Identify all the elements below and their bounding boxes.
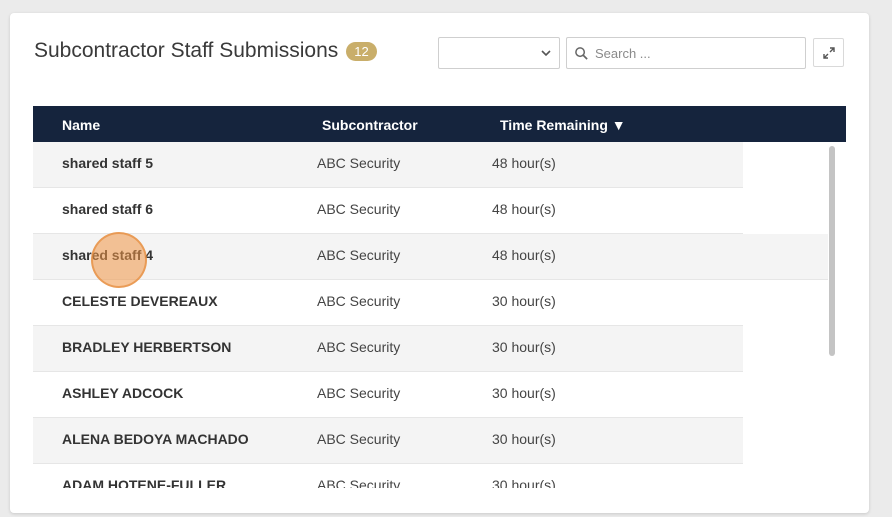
chevron-down-icon (541, 50, 551, 57)
cell-subcontractor: ABC Security (317, 431, 401, 447)
search-box (566, 37, 806, 69)
cell-subcontractor: ABC Security (317, 385, 401, 401)
cell-name: ADAM HOTENE-FULLER (62, 477, 227, 488)
table-row[interactable]: ADAM HOTENE-FULLER ABC Security 30 hour(… (33, 464, 743, 488)
cell-subcontractor: ABC Security (317, 201, 401, 217)
cell-time-remaining: 30 hour(s) (492, 477, 556, 488)
expand-icon (823, 47, 835, 59)
filter-dropdown[interactable] (438, 37, 560, 69)
table-row[interactable]: shared staff 4 ABC Security 48 hour(s) (33, 234, 828, 280)
cell-subcontractor: ABC Security (317, 339, 401, 355)
column-header-name[interactable]: Name (62, 117, 101, 133)
table-row[interactable]: ALENA BEDOYA MACHADO ABC Security 30 hou… (33, 418, 743, 464)
scroll-thumb[interactable] (829, 146, 835, 356)
table-row[interactable]: shared staff 6 ABC Security 48 hour(s) (33, 188, 743, 234)
cell-name: BRADLEY HERBERTSON (62, 339, 232, 355)
column-header-time-remaining[interactable]: Time Remaining ▼ (500, 117, 626, 133)
cell-name: ALENA BEDOYA MACHADO (62, 431, 249, 447)
table-row[interactable]: ASHLEY ADCOCK ABC Security 30 hour(s) (33, 372, 743, 418)
cell-name: shared staff 6 (62, 201, 154, 217)
submissions-card: Subcontractor Staff Submissions 12 Name … (10, 13, 869, 513)
expand-button[interactable] (813, 38, 844, 67)
cell-time-remaining: 30 hour(s) (492, 293, 556, 309)
cell-subcontractor: ABC Security (317, 155, 401, 171)
cell-time-remaining: 30 hour(s) (492, 339, 556, 355)
cell-subcontractor: ABC Security (317, 247, 401, 263)
cell-time-remaining: 48 hour(s) (492, 155, 556, 171)
click-indicator (91, 232, 147, 288)
search-icon (575, 47, 588, 60)
cell-time-remaining: 30 hour(s) (492, 431, 556, 447)
cell-name: CELESTE DEVEREAUX (62, 293, 218, 309)
table-row[interactable]: BRADLEY HERBERTSON ABC Security 30 hour(… (33, 326, 743, 372)
cell-subcontractor: ABC Security (317, 477, 401, 488)
table-row[interactable]: CELESTE DEVEREAUX ABC Security 30 hour(s… (33, 280, 743, 326)
table-row[interactable]: shared staff 5 ABC Security 48 hour(s) (33, 142, 743, 188)
page-title: Subcontractor Staff Submissions (34, 39, 339, 62)
search-input[interactable] (595, 42, 795, 64)
column-header-subcontractor[interactable]: Subcontractor (322, 117, 418, 133)
cell-time-remaining: 48 hour(s) (492, 247, 556, 263)
card-title: Subcontractor Staff Submissions 12 (34, 39, 377, 63)
cell-subcontractor: ABC Security (317, 293, 401, 309)
cell-time-remaining: 30 hour(s) (492, 385, 556, 401)
cell-time-remaining: 48 hour(s) (492, 201, 556, 217)
vertical-scrollbar[interactable] (826, 142, 836, 488)
table-body: shared staff 5 ABC Security 48 hour(s) s… (33, 142, 846, 488)
cell-name: ASHLEY ADCOCK (62, 385, 184, 401)
count-badge: 12 (346, 41, 377, 61)
table-header: Name Subcontractor Time Remaining ▼ (33, 106, 846, 142)
cell-name: shared staff 5 (62, 155, 154, 171)
